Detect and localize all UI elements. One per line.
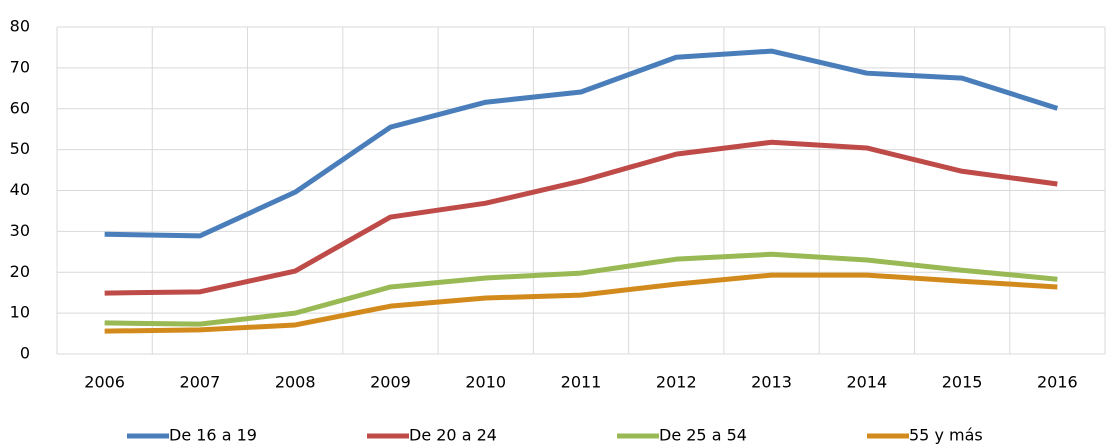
y-tick-label: 10 bbox=[10, 303, 30, 322]
x-tick-label: 2011 bbox=[561, 373, 602, 392]
x-tick-label: 2006 bbox=[84, 373, 125, 392]
x-tick-label: 2008 bbox=[275, 373, 316, 392]
y-tick-label: 50 bbox=[10, 139, 30, 158]
y-tick-label: 0 bbox=[20, 344, 30, 363]
legend-label: De 20 a 24 bbox=[409, 426, 497, 445]
line-series bbox=[104, 251, 1058, 327]
x-tick-label: 2009 bbox=[370, 373, 411, 392]
line-series bbox=[104, 272, 1058, 334]
x-tick-label: 2014 bbox=[846, 373, 887, 392]
x-tick-label: 2016 bbox=[1037, 373, 1078, 392]
legend-label: 55 y más bbox=[909, 426, 983, 445]
x-tick-label: 2012 bbox=[656, 373, 697, 392]
line-series bbox=[104, 48, 1059, 239]
y-tick-label: 40 bbox=[10, 180, 30, 199]
x-tick-label: 2007 bbox=[180, 373, 221, 392]
y-tick-label: 60 bbox=[10, 98, 30, 117]
x-tick-label: 2010 bbox=[465, 373, 506, 392]
line-series bbox=[104, 139, 1058, 296]
y-tick-label: 20 bbox=[10, 262, 30, 281]
y-tick-label: 80 bbox=[10, 17, 30, 36]
legend-label: De 16 a 19 bbox=[169, 426, 257, 445]
y-tick-label: 30 bbox=[10, 221, 30, 240]
x-tick-label: 2013 bbox=[751, 373, 792, 392]
y-tick-label: 70 bbox=[10, 57, 30, 76]
x-tick-label: 2015 bbox=[942, 373, 983, 392]
legend-label: De 25 a 54 bbox=[659, 426, 747, 445]
